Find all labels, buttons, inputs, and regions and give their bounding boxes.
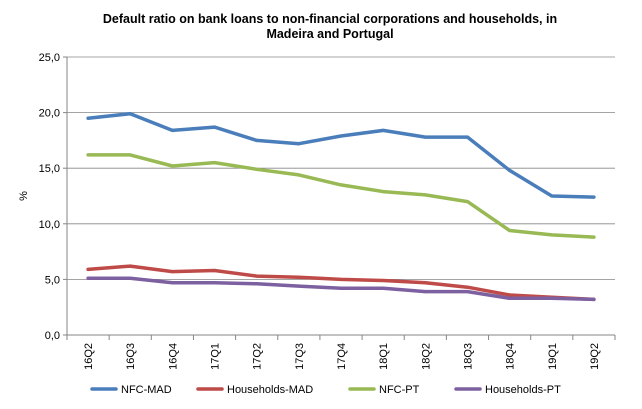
data-point-households-mad <box>508 293 512 297</box>
x-tick-label: 17Q2 <box>252 343 264 370</box>
y-tick-label: 25,0 <box>39 52 60 64</box>
x-tick-label: 19Q2 <box>589 343 601 370</box>
x-tick-label: 18Q4 <box>505 343 517 370</box>
data-point-nfc-mad <box>550 194 554 198</box>
data-point-nfc-mad <box>592 195 596 199</box>
data-point-households-mad <box>128 264 132 268</box>
data-point-households-mad <box>86 267 90 271</box>
chart-title-line-1: Default ratio on bank loans to non-finan… <box>103 12 557 26</box>
x-tick-label: 17Q3 <box>294 343 306 370</box>
data-point-households-mad <box>465 285 469 289</box>
y-tick-label: 5,0 <box>45 274 60 286</box>
data-point-nfc-pt <box>86 153 90 157</box>
data-point-nfc-pt <box>423 193 427 197</box>
data-point-nfc-pt <box>465 200 469 204</box>
x-tick-label: 16Q2 <box>83 343 95 370</box>
axes: 0,0 5,0 10,0 15,0 20,0 25,0 16Q2 16Q3 16Q4 17Q1 17… <box>39 52 616 370</box>
legend-label-nfc-pt: NFC-PT <box>379 384 420 396</box>
data-point-households-pt <box>86 276 90 280</box>
legend: NFC-MAD Households-MAD NFC-PT Households-PT <box>90 384 561 396</box>
chart-title-line-2: Madeira and Portugal <box>266 27 393 41</box>
data-point-nfc-mad <box>465 135 469 139</box>
data-point-nfc-pt <box>128 153 132 157</box>
data-point-households-pt <box>128 276 132 280</box>
data-point-nfc-pt <box>550 233 554 237</box>
data-point-households-pt <box>508 296 512 300</box>
data-point-households-pt <box>213 281 217 285</box>
data-point-nfc-pt <box>508 228 512 232</box>
data-point-households-mad <box>213 269 217 273</box>
x-tick-label: 18Q3 <box>462 343 474 370</box>
data-point-households-pt <box>255 282 259 286</box>
x-tick-label: 18Q2 <box>420 343 432 370</box>
y-tick-label: 0,0 <box>45 330 60 342</box>
y-tick-label: 20,0 <box>39 108 60 120</box>
data-point-nfc-mad <box>423 135 427 139</box>
data-point-households-pt <box>297 284 301 288</box>
data-point-households-pt <box>423 290 427 294</box>
data-point-nfc-pt <box>213 161 217 165</box>
data-point-nfc-pt <box>170 164 174 168</box>
data-point-nfc-pt <box>339 183 343 187</box>
data-point-nfc-mad <box>508 168 512 172</box>
x-tick-label: 18Q1 <box>378 343 390 370</box>
data-point-households-mad <box>381 279 385 283</box>
data-point-nfc-pt <box>255 167 259 171</box>
data-point-nfc-mad <box>255 138 259 142</box>
data-point-households-pt <box>592 297 596 301</box>
data-point-households-mad <box>423 281 427 285</box>
x-tick-label: 16Q4 <box>167 343 179 370</box>
y-axis-label: % <box>18 191 30 201</box>
data-point-households-pt <box>381 286 385 290</box>
data-point-households-mad <box>339 277 343 281</box>
data-point-households-mad <box>297 275 301 279</box>
data-point-nfc-mad <box>170 128 174 132</box>
x-tick-label: 16Q3 <box>125 343 137 370</box>
data-point-nfc-mad <box>339 134 343 138</box>
x-tick-label: 17Q1 <box>210 343 222 370</box>
data-point-households-pt <box>465 290 469 294</box>
data-point-nfc-mad <box>86 116 90 120</box>
data-point-nfc-mad <box>213 125 217 129</box>
data-point-nfc-pt <box>381 190 385 194</box>
x-tick-label: 17Q4 <box>336 343 348 370</box>
data-point-households-mad <box>255 274 259 278</box>
legend-label-nfc-mad: NFC-MAD <box>121 384 172 396</box>
data-point-households-pt <box>170 281 174 285</box>
data-point-households-mad <box>170 270 174 274</box>
y-tick-label: 10,0 <box>39 219 60 231</box>
data-point-nfc-pt <box>297 173 301 177</box>
data-point-nfc-mad <box>297 142 301 146</box>
data-point-nfc-pt <box>592 235 596 239</box>
data-point-households-pt <box>550 296 554 300</box>
series-line-nfc-pt <box>86 153 596 239</box>
series-lines <box>86 111 596 302</box>
data-point-nfc-mad <box>128 112 132 116</box>
x-tick-label: 19Q1 <box>547 343 559 370</box>
data-point-nfc-mad <box>381 128 385 132</box>
legend-label-households-mad: Households-MAD <box>227 384 313 396</box>
legend-label-households-pt: Households-PT <box>485 384 561 396</box>
y-tick-label: 15,0 <box>39 163 60 175</box>
data-point-households-pt <box>339 286 343 290</box>
gridlines <box>67 56 615 280</box>
